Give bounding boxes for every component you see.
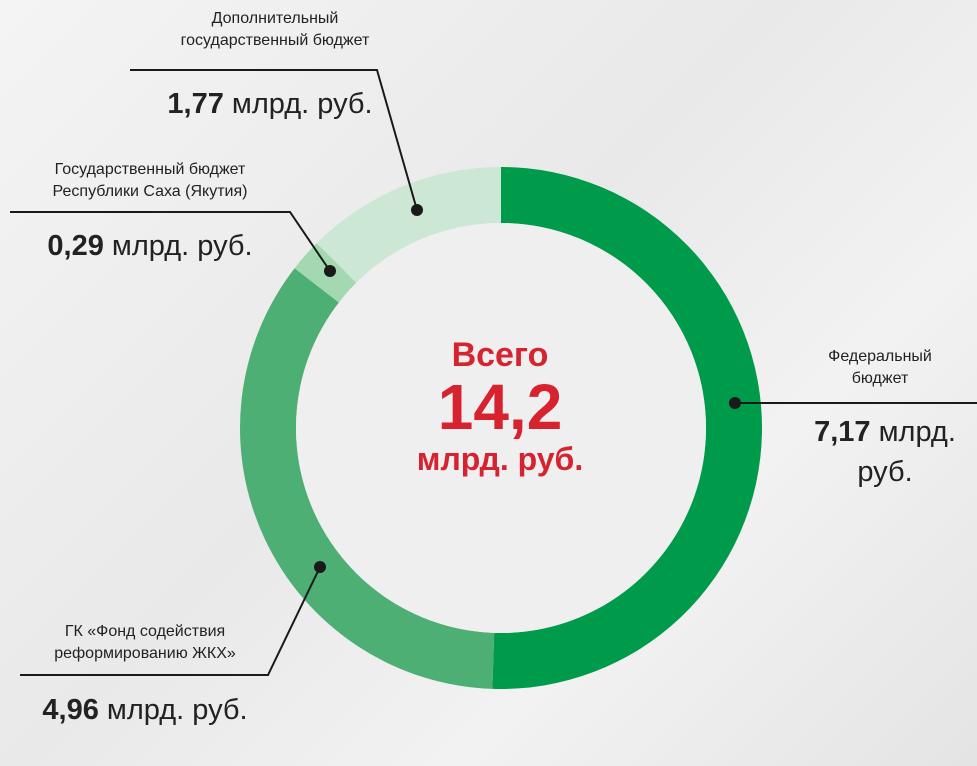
leader-line <box>10 211 331 272</box>
donut-segment <box>492 167 763 689</box>
value-number: 4,96 <box>42 694 99 726</box>
value-label: 7,17 млрд. руб. <box>790 412 977 492</box>
leader-line <box>130 69 418 211</box>
value-label: 4,96 млрд. руб. <box>40 690 250 730</box>
value-number: 1,77 <box>167 88 224 120</box>
value-label: 1,77 млрд. руб. <box>120 84 420 124</box>
value-unit: млрд. руб. <box>111 230 253 262</box>
value-number: 0,29 <box>47 230 104 262</box>
donut-segment <box>240 268 495 689</box>
category-label: ГК «Фонд содействия реформированию ЖКХ» <box>54 623 236 662</box>
value-number: 7,17 <box>814 416 871 448</box>
center-title: Всего <box>451 336 549 374</box>
value-unit: млрд. руб. <box>231 88 373 120</box>
center-value: 14,2 <box>437 371 563 443</box>
donut-hole <box>296 223 706 633</box>
donut-segment <box>316 167 501 283</box>
value-label: 0,29 млрд. руб. <box>40 226 260 266</box>
center-unit: млрд. руб. <box>416 441 584 477</box>
category-label: Государственный бюджет Республики Саха (… <box>52 161 248 200</box>
value-unit: млрд. руб. <box>106 694 248 726</box>
value-unit: млрд. руб. <box>857 416 956 488</box>
category-label: Дополнительный государственный бюджет <box>180 10 370 49</box>
leader-line <box>20 566 321 676</box>
category-label: Федеральный бюджет <box>828 348 932 387</box>
center-label: Всего 14,2 млрд. руб. <box>380 335 620 479</box>
leader-lines <box>10 69 977 676</box>
